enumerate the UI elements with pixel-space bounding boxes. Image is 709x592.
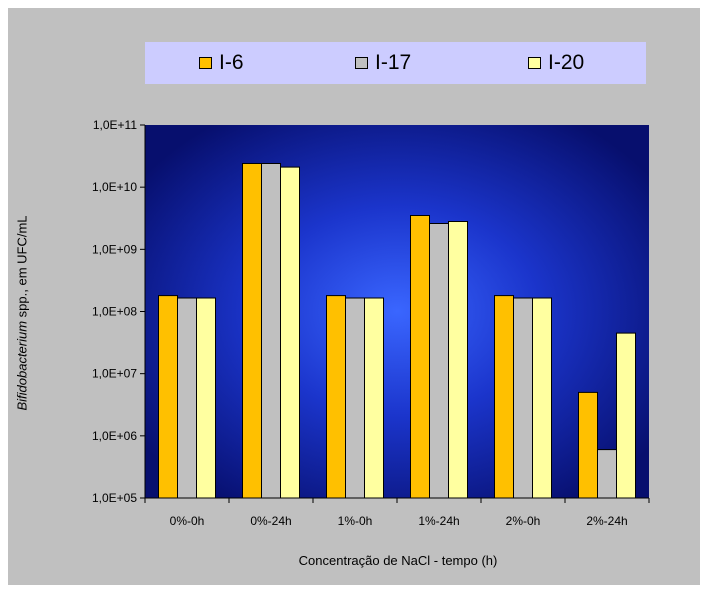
- bar-I-20-0%-0h: [196, 297, 216, 499]
- x-axis-label: Concentração de NaCl - tempo (h): [298, 553, 498, 568]
- axes-group: 0%-0h 0%-24h 1%-0h 1%-24h 2%-0h 2%-24h 1,0E+05…: [92, 118, 650, 528]
- bar-I-6-1%-24h: [410, 215, 430, 499]
- x-tick-label: 0%-0h: [170, 514, 205, 528]
- y-tick-label: 1,0E+09: [92, 242, 137, 256]
- x-tick-label: 0%-24h: [250, 514, 291, 528]
- y-axis-label-rest: spp., em UFC/mL: [14, 215, 30, 321]
- x-tick-label: 2%-0h: [506, 514, 541, 528]
- x-tick-label: 1%-0h: [338, 514, 373, 528]
- y-tick-label: 1,0E+11: [93, 118, 137, 132]
- bar-I-17-1%-24h: [429, 223, 449, 499]
- legend-label-2: I-20: [548, 51, 585, 74]
- bar-I-20-1%-24h: [448, 221, 468, 499]
- bar-I-6-2%-24h: [578, 391, 598, 499]
- bar-I-17-2%-24h: [597, 449, 617, 499]
- y-axis-label-italic: Bifidobacterium: [14, 320, 30, 411]
- x-tick-label: 1%-24h: [418, 514, 459, 528]
- bar-I-20-2%-24h: [616, 332, 636, 499]
- bar-I-6-0%-24h: [242, 163, 262, 499]
- y-tick-label: 1,0E+07: [92, 367, 137, 381]
- legend-label-0: I-6: [219, 51, 244, 74]
- bar-I-17-0%-24h: [261, 163, 281, 499]
- legend: I-6 I-17 I-20: [145, 42, 646, 84]
- bar-I-17-1%-0h: [345, 297, 365, 499]
- y-tick-label: 1,0E+10: [92, 180, 137, 194]
- bar-I-17-0%-0h: [177, 297, 197, 499]
- bar-I-17-2%-0h: [513, 297, 533, 499]
- y-tick-label: 1,0E+06: [92, 429, 137, 443]
- legend-label-1: I-17: [375, 51, 412, 74]
- y-tick-label: 1,0E+08: [92, 305, 137, 319]
- bar-I-20-1%-0h: [364, 297, 384, 499]
- bar-I-20-2%-0h: [532, 297, 552, 499]
- bar-I-20-0%-24h: [280, 166, 300, 499]
- x-tick-label: 2%-24h: [586, 514, 627, 528]
- bar-I-6-1%-0h: [326, 295, 346, 499]
- y-axis-label: Bifidobacterium spp., em UFC/mL: [15, 215, 30, 410]
- y-tick-label: 1,0E+05: [92, 491, 137, 505]
- legend-swatch-1: [355, 57, 368, 69]
- bar-I-6-2%-0h: [494, 295, 514, 499]
- legend-swatch-0: [199, 57, 212, 69]
- plot-area: [145, 125, 649, 498]
- bar-I-6-0%-0h: [158, 295, 178, 499]
- legend-swatch-2: [528, 57, 541, 69]
